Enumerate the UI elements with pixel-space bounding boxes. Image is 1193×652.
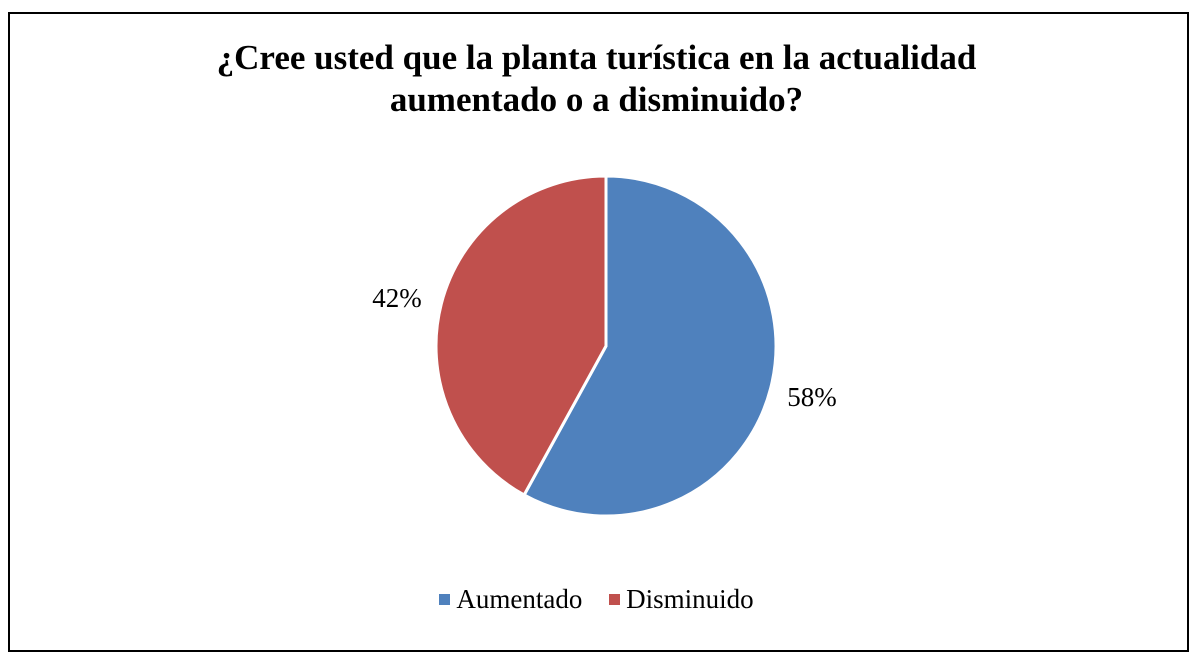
legend-label-aumentado: Aumentado — [456, 584, 583, 614]
chart-title: ¿Cree usted que la planta turística en l… — [0, 37, 1193, 121]
chart-title-line-2: aumentado o a disminuido? — [389, 80, 804, 119]
legend-swatch-disminuido — [609, 594, 621, 606]
pie-slice-disminuido — [434, 174, 608, 497]
data-label-disminuido: 42% — [372, 283, 422, 313]
legend-label-disminuido: Disminuido — [626, 584, 754, 614]
data-label-aumentado: 58% — [787, 382, 837, 412]
legend-swatch-aumentado — [439, 594, 451, 606]
pie-slice-aumentado — [522, 174, 778, 518]
pie-chart: 58% 42% — [372, 174, 837, 518]
pie-labels: 58% 42% — [372, 283, 837, 412]
chart-title-line-1: ¿Cree usted que la planta turística en l… — [216, 38, 977, 77]
legend-item-aumentado: Aumentado — [439, 582, 582, 616]
pie-slices — [434, 174, 778, 518]
legend-item-disminuido: Disminuido — [609, 582, 754, 616]
legend: Aumentado Disminuido — [0, 582, 1193, 616]
